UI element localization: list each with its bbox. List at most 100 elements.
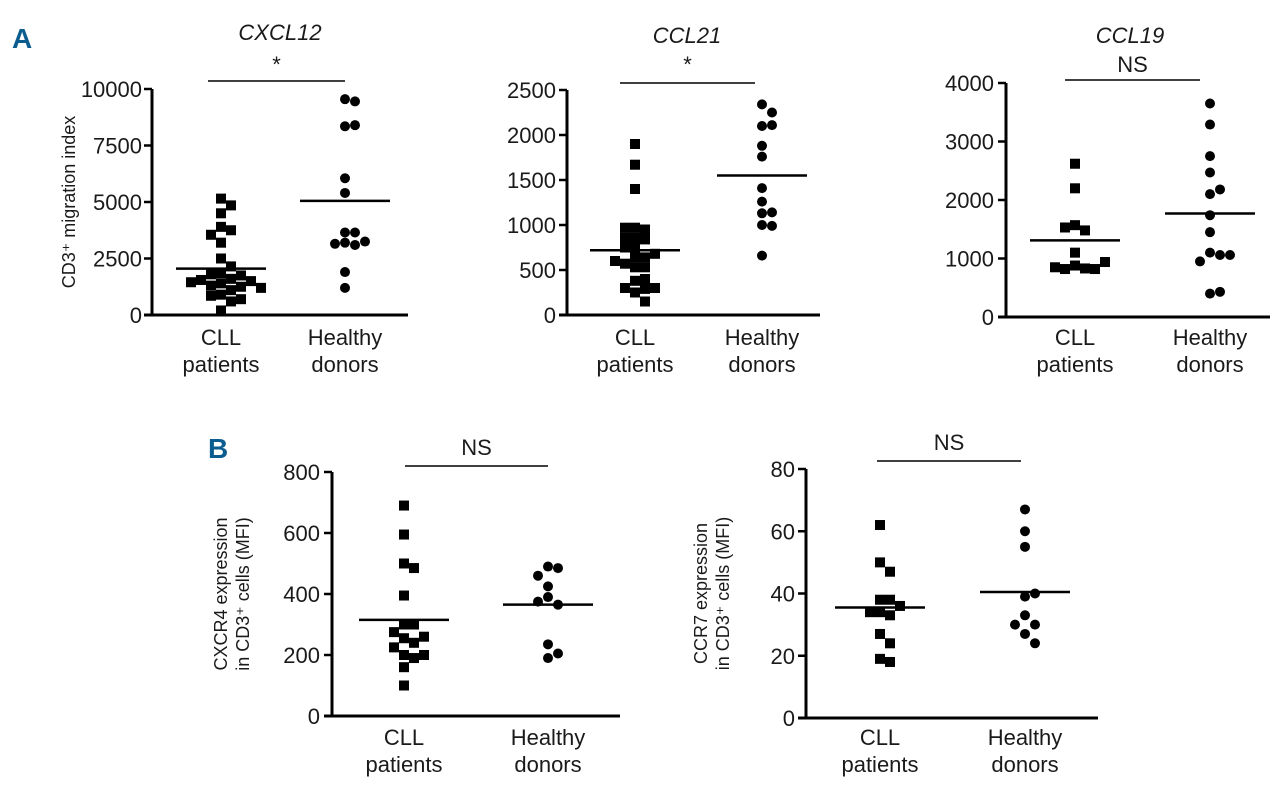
x-category-label: CLL [201, 325, 241, 350]
data-point-square [1070, 260, 1080, 271]
x-category-label: Healthy [1173, 325, 1248, 350]
data-point-circle [340, 237, 350, 248]
y-axis-label: in CD3⁺ cells (MFI) [233, 517, 253, 671]
data-point-square [226, 200, 236, 211]
data-point-square [236, 270, 246, 281]
data-point-circle [757, 121, 767, 131]
y-tick-label: 0 [783, 706, 795, 731]
data-point-square [650, 283, 660, 293]
data-point-square [1070, 183, 1080, 194]
data-point-square [399, 680, 409, 691]
y-tick-label: 0 [308, 704, 320, 729]
data-point-circle [1225, 249, 1235, 260]
data-point-circle [1020, 610, 1030, 621]
data-point-square [650, 248, 660, 259]
data-point-square [236, 281, 246, 292]
y-tick-label: 2000 [507, 123, 556, 148]
data-point-square [630, 184, 640, 194]
data-point-square [640, 262, 650, 273]
data-point-square [630, 159, 640, 170]
chart-title: CCL21 [653, 23, 721, 48]
data-point-circle [1020, 504, 1030, 515]
data-point-circle [1215, 249, 1225, 260]
data-point-circle [1205, 210, 1215, 221]
data-point-square [409, 563, 419, 574]
y-tick-label: 800 [283, 460, 320, 485]
x-category-label: donors [1176, 352, 1243, 377]
y-axis-label: CD3⁺ migration index [59, 116, 79, 289]
x-category-label: patients [365, 752, 442, 777]
data-point-circle [1030, 588, 1040, 599]
y-tick-label: 2000 [945, 188, 994, 213]
data-point-circle [1020, 526, 1030, 537]
x-category-label: patients [182, 352, 259, 377]
y-tick-label: 500 [519, 258, 556, 283]
data-point-square [885, 566, 895, 577]
data-point-square [216, 253, 226, 264]
y-tick-label: 0 [544, 303, 556, 328]
data-point-square [885, 638, 895, 649]
data-point-square [216, 289, 226, 300]
y-tick-label: 60 [771, 519, 795, 544]
data-point-square [610, 256, 620, 266]
data-point-square [885, 656, 895, 667]
data-point-square [246, 276, 256, 287]
data-point-circle [553, 563, 563, 574]
y-tick-label: 0 [130, 303, 142, 328]
x-category-label: CLL [384, 725, 424, 750]
data-point-square [865, 607, 875, 618]
data-point-circle [757, 250, 767, 261]
x-category-label: Healthy [988, 725, 1063, 750]
data-point-square [216, 305, 226, 316]
data-point-square [640, 234, 650, 245]
data-point-circle [340, 94, 350, 105]
data-point-circle [350, 96, 360, 107]
data-point-square [630, 275, 640, 286]
data-point-square [1050, 262, 1060, 273]
data-point-circle [533, 570, 543, 581]
data-point-square [399, 558, 409, 569]
data-point-square [216, 237, 226, 248]
data-point-square [1070, 220, 1080, 231]
x-category-label: donors [514, 752, 581, 777]
data-point-square [1070, 247, 1080, 258]
y-tick-label: 1500 [507, 168, 556, 193]
data-point-square [885, 594, 895, 605]
data-point-square [236, 294, 246, 305]
data-point-square [1100, 257, 1110, 268]
x-category-label: donors [728, 352, 795, 377]
y-tick-label: 200 [283, 643, 320, 668]
data-point-square [630, 252, 640, 263]
data-point-square [206, 269, 216, 280]
data-point-square [875, 628, 885, 639]
data-point-square [875, 557, 885, 568]
y-axis-label: CCR7 expression [691, 523, 711, 664]
y-tick-label: 10000 [81, 77, 142, 102]
data-point-square [1060, 264, 1070, 275]
data-point-circle [1205, 151, 1215, 162]
data-point-square [186, 277, 196, 288]
data-point-circle [340, 227, 350, 238]
chart-title: CCL19 [1096, 23, 1164, 48]
y-tick-label: 80 [771, 457, 795, 482]
data-point-circle [1205, 98, 1215, 109]
data-point-square [409, 637, 419, 648]
data-point-circle [757, 220, 767, 230]
data-point-circle [757, 140, 767, 151]
significance-label: * [272, 52, 281, 77]
data-point-square [206, 290, 216, 301]
y-tick-label: 3000 [945, 130, 994, 155]
data-point-circle [543, 653, 553, 664]
data-point-circle [340, 173, 350, 184]
data-point-circle [543, 592, 553, 603]
data-point-square [875, 653, 885, 664]
data-point-circle [767, 120, 777, 131]
data-point-square [630, 262, 640, 273]
data-point-square [419, 631, 429, 642]
data-point-square [216, 193, 226, 204]
x-category-label: CLL [615, 325, 655, 350]
data-point-square [226, 273, 236, 284]
data-point-circle [553, 648, 563, 659]
